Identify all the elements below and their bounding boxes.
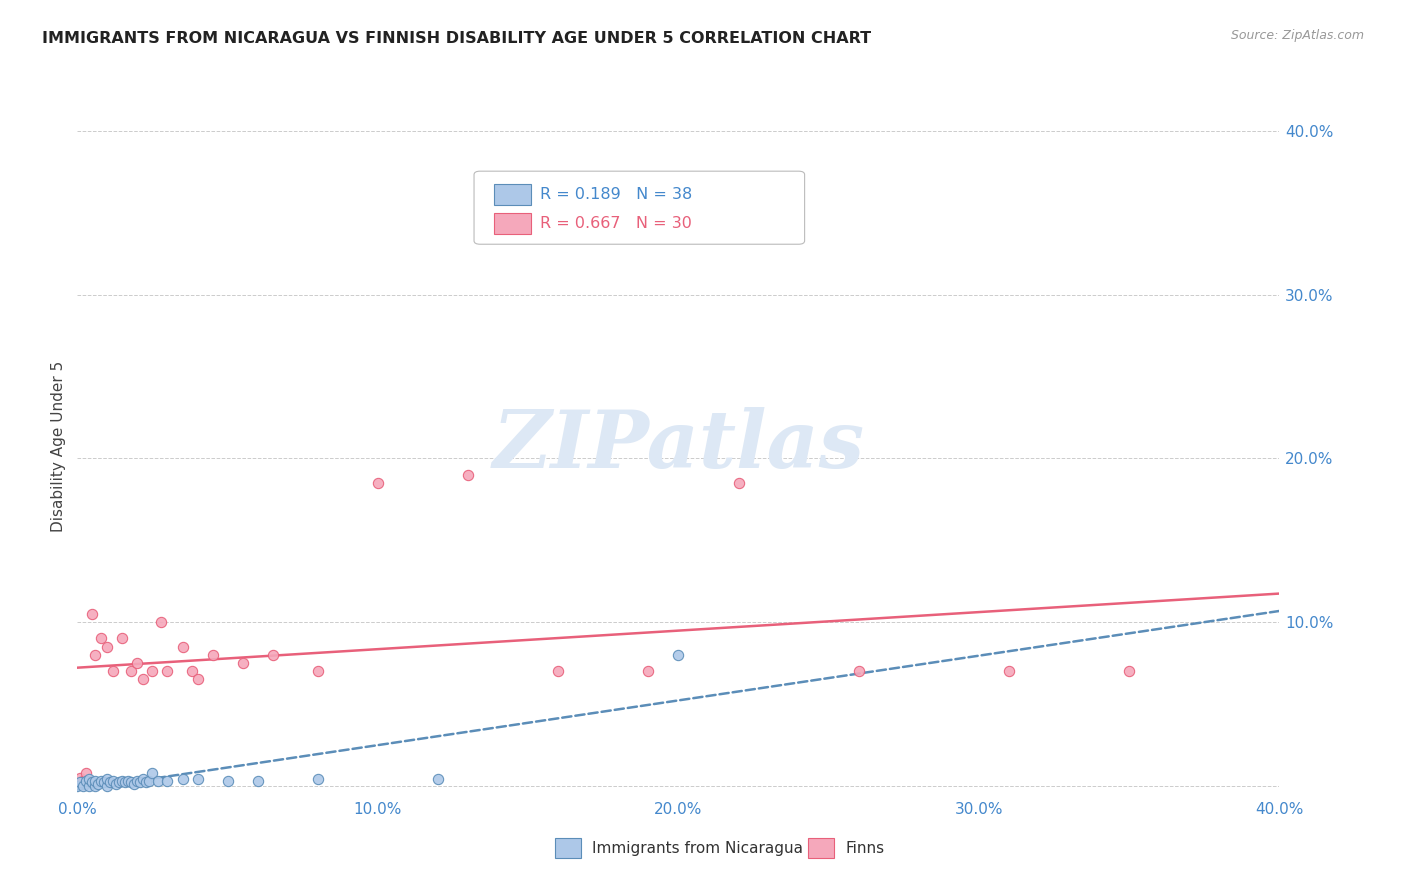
Point bbox=[100, 775, 122, 789]
Point bbox=[105, 777, 128, 791]
Point bbox=[668, 648, 690, 662]
Text: Source: ZipAtlas.com: Source: ZipAtlas.com bbox=[1230, 29, 1364, 42]
Point bbox=[72, 779, 94, 793]
Point bbox=[96, 640, 118, 654]
Point bbox=[114, 775, 136, 789]
Point bbox=[180, 664, 202, 678]
Point bbox=[457, 467, 479, 482]
Point bbox=[150, 615, 173, 629]
Point bbox=[108, 775, 131, 789]
Point bbox=[90, 632, 112, 646]
Point bbox=[138, 773, 160, 788]
Point bbox=[141, 664, 163, 678]
Point bbox=[96, 779, 118, 793]
Point bbox=[127, 656, 149, 670]
Point bbox=[66, 779, 89, 793]
Point bbox=[307, 772, 329, 786]
Point bbox=[93, 775, 115, 789]
FancyBboxPatch shape bbox=[474, 171, 804, 244]
Point bbox=[156, 773, 179, 788]
Text: R = 0.189   N = 38: R = 0.189 N = 38 bbox=[540, 186, 692, 202]
Point bbox=[187, 772, 209, 786]
FancyBboxPatch shape bbox=[808, 838, 834, 858]
Point bbox=[547, 664, 569, 678]
Point bbox=[727, 475, 749, 490]
Text: Immigrants from Nicaragua: Immigrants from Nicaragua bbox=[592, 841, 803, 855]
Point bbox=[82, 607, 104, 621]
Point bbox=[75, 773, 97, 788]
Y-axis label: Disability Age Under 5: Disability Age Under 5 bbox=[51, 360, 66, 532]
Text: R = 0.667   N = 30: R = 0.667 N = 30 bbox=[540, 216, 692, 231]
Point bbox=[132, 772, 155, 786]
Point bbox=[124, 777, 146, 791]
Point bbox=[129, 775, 152, 789]
Point bbox=[307, 664, 329, 678]
Point bbox=[79, 772, 101, 786]
FancyBboxPatch shape bbox=[495, 184, 530, 204]
Point bbox=[232, 656, 254, 670]
Point bbox=[637, 664, 659, 678]
Point bbox=[156, 664, 179, 678]
Point bbox=[998, 664, 1021, 678]
FancyBboxPatch shape bbox=[555, 838, 581, 858]
Point bbox=[367, 475, 389, 490]
Point bbox=[848, 664, 870, 678]
Point bbox=[75, 765, 97, 780]
Point bbox=[84, 773, 107, 788]
Point bbox=[117, 773, 139, 788]
Point bbox=[69, 771, 91, 785]
Point bbox=[79, 779, 101, 793]
Point bbox=[127, 773, 149, 788]
Text: Finns: Finns bbox=[845, 841, 884, 855]
Point bbox=[201, 648, 224, 662]
Point bbox=[148, 773, 170, 788]
Point bbox=[82, 775, 104, 789]
Point bbox=[72, 773, 94, 788]
Point bbox=[187, 673, 209, 687]
Point bbox=[120, 775, 142, 789]
Point bbox=[172, 772, 194, 786]
Point bbox=[103, 664, 125, 678]
Point bbox=[84, 648, 107, 662]
Point bbox=[172, 640, 194, 654]
Point bbox=[1118, 664, 1140, 678]
Point bbox=[111, 773, 134, 788]
Point bbox=[90, 773, 112, 788]
Point bbox=[135, 775, 157, 789]
Point bbox=[87, 777, 110, 791]
Point bbox=[262, 648, 284, 662]
Point bbox=[246, 773, 269, 788]
Point bbox=[69, 775, 91, 789]
Text: ZIPatlas: ZIPatlas bbox=[492, 408, 865, 484]
Point bbox=[103, 773, 125, 788]
Point bbox=[84, 779, 107, 793]
Point bbox=[96, 772, 118, 786]
Point bbox=[427, 772, 450, 786]
Point bbox=[132, 673, 155, 687]
FancyBboxPatch shape bbox=[495, 213, 530, 234]
Text: IMMIGRANTS FROM NICARAGUA VS FINNISH DISABILITY AGE UNDER 5 CORRELATION CHART: IMMIGRANTS FROM NICARAGUA VS FINNISH DIS… bbox=[42, 31, 872, 46]
Point bbox=[120, 664, 142, 678]
Point bbox=[217, 773, 239, 788]
Point bbox=[111, 632, 134, 646]
Point bbox=[141, 765, 163, 780]
